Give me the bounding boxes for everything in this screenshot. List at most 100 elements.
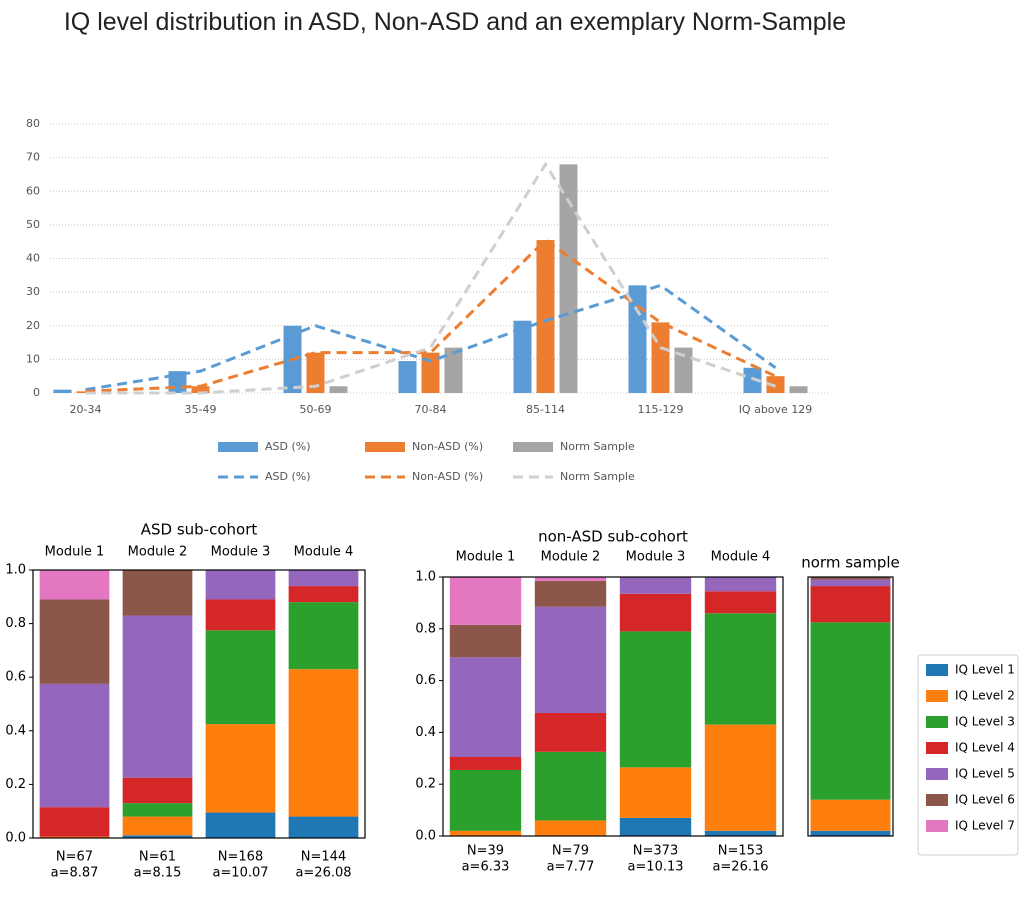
n-label: N=153 xyxy=(718,844,763,859)
bar-segment xyxy=(449,769,522,831)
bar-segment xyxy=(122,615,193,778)
x-tick-label: 35-49 xyxy=(185,403,217,416)
x-tick-label: Module 1 xyxy=(45,545,105,560)
bar-segment xyxy=(288,669,359,817)
bar-segment xyxy=(534,606,607,713)
y-tick-label: 1.0 xyxy=(5,563,26,578)
bar-segment xyxy=(619,767,692,818)
y-tick-label: 0.6 xyxy=(415,673,436,688)
axes-frame xyxy=(32,569,366,839)
bar-segment xyxy=(449,624,522,658)
x-tick-label: IQ above 129 xyxy=(739,403,813,416)
bar-segment xyxy=(39,570,110,600)
bar-segment xyxy=(619,631,692,768)
y-tick-label: 0.8 xyxy=(5,616,26,631)
bar xyxy=(743,367,762,393)
n-label: N=144 xyxy=(301,850,346,865)
y-tick-label: 0.0 xyxy=(5,831,26,846)
bar-segment xyxy=(205,570,276,600)
y-tick-label: 50 xyxy=(26,218,40,231)
a-label: a=6.33 xyxy=(462,860,510,875)
bar xyxy=(789,386,808,393)
bar-segment xyxy=(449,757,522,770)
legend-swatch xyxy=(218,442,258,452)
legend-swatch xyxy=(926,742,948,754)
bar xyxy=(766,376,785,393)
legend-label: ASD (%) xyxy=(265,440,311,453)
bar-segment xyxy=(810,622,891,800)
bar xyxy=(628,285,647,393)
a-label: a=7.77 xyxy=(547,860,595,875)
a-label: a=10.13 xyxy=(627,860,683,875)
a-label: a=8.15 xyxy=(134,866,182,881)
bar-segment xyxy=(288,816,359,838)
bar-segment xyxy=(810,586,891,623)
legend-swatch xyxy=(926,794,948,806)
y-tick-label: 1.0 xyxy=(415,570,436,585)
bar-segment xyxy=(449,657,522,758)
y-tick-label: 0.0 xyxy=(415,829,436,844)
x-tick-label: Module 3 xyxy=(626,550,686,565)
top-group: 0 10 20 30 40 50 60 70 80 20-34 35-49 50-69 70-84 85-… xyxy=(26,117,830,483)
bar xyxy=(306,352,325,393)
bar-segment xyxy=(39,683,110,808)
y-tick-label: 10 xyxy=(26,352,40,365)
bar xyxy=(444,347,463,393)
y-tick-label: 0.2 xyxy=(5,777,26,792)
y-tick-label: 40 xyxy=(26,252,40,265)
bot-group: IQ Level 1 IQ Level 2 IQ Level 3 IQ Level 4… xyxy=(917,654,1019,856)
bar-segment xyxy=(288,586,359,603)
legend-swatch xyxy=(365,442,405,452)
x-tick-label: Module 2 xyxy=(128,545,188,560)
bar xyxy=(674,347,693,393)
bar-segment xyxy=(39,599,110,684)
legend-label: Non-ASD (%) xyxy=(412,470,483,483)
n-label: N=168 xyxy=(218,850,263,865)
a-label: a=26.08 xyxy=(295,866,351,881)
legend-label: IQ Level 4 xyxy=(955,741,1015,755)
bar-segment xyxy=(704,724,777,831)
axes-frame xyxy=(807,576,894,837)
bar-segment xyxy=(534,577,607,581)
legend-swatch xyxy=(926,820,948,832)
x-tick-label: Module 2 xyxy=(541,550,601,565)
bar-segment xyxy=(619,577,692,594)
n-label: N=61 xyxy=(139,850,176,865)
bar-segment xyxy=(39,836,110,838)
dashed-line xyxy=(85,238,777,393)
y-tick-label: 70 xyxy=(26,151,40,164)
axes-frame xyxy=(442,576,784,837)
legend-label: IQ Level 2 xyxy=(955,689,1015,703)
legend-swatch xyxy=(926,664,948,676)
bar-segment xyxy=(288,602,359,670)
bar-segment xyxy=(619,817,692,836)
bar xyxy=(559,164,578,393)
legend-swatch xyxy=(926,690,948,702)
bar xyxy=(191,386,210,393)
legend-swatch xyxy=(513,442,553,452)
bar-segment xyxy=(205,630,276,725)
y-tick-label: 20 xyxy=(26,319,40,332)
dashed-line xyxy=(85,283,777,392)
legend-label: IQ Level 5 xyxy=(955,767,1015,781)
bar xyxy=(398,361,417,393)
bar-segment xyxy=(704,577,777,592)
y-tick-label: 80 xyxy=(26,117,40,130)
n-label: N=79 xyxy=(552,844,589,859)
bar xyxy=(651,322,670,393)
legend-label: IQ Level 6 xyxy=(955,793,1015,807)
chart-title: IQ level distribution in ASD, Non-ASD an… xyxy=(63,8,847,36)
legend-label: ASD (%) xyxy=(265,470,311,483)
x-tick-label: 115-129 xyxy=(638,403,684,416)
bar-segment xyxy=(704,613,777,725)
subplot-title: non-ASD sub-cohort xyxy=(538,528,688,546)
bar-segment xyxy=(122,816,193,836)
x-tick-label: 85-114 xyxy=(526,403,565,416)
bar-segment xyxy=(810,577,891,580)
a-label: a=26.16 xyxy=(712,860,768,875)
legend-label: IQ Level 7 xyxy=(955,819,1015,833)
bar-segment xyxy=(810,799,891,831)
legend-swatch xyxy=(926,716,948,728)
